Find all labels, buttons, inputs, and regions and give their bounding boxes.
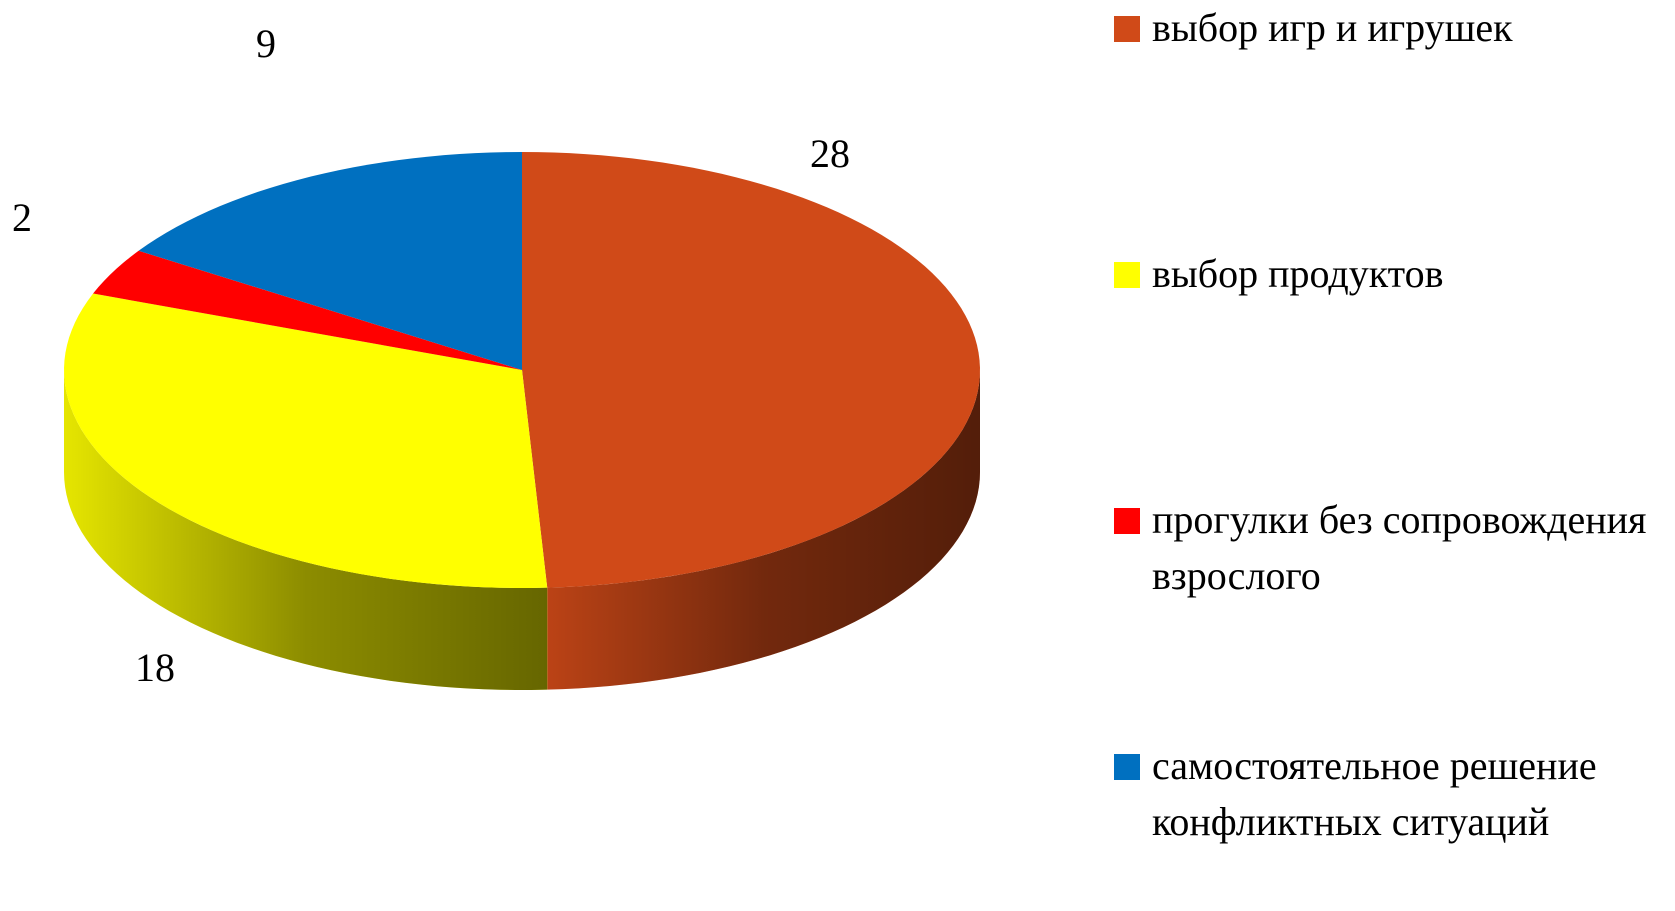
- legend-label: прогулки без сопровождения взрослого: [1152, 497, 1647, 598]
- slice: [64, 293, 548, 588]
- legend-label: выбор игр и игрушек: [1152, 5, 1513, 50]
- slice-side-shade: [547, 370, 980, 690]
- data-label: 9: [256, 21, 276, 66]
- slice: [522, 152, 980, 588]
- slice: [138, 152, 522, 370]
- data-label: 2: [12, 195, 32, 240]
- legend-swatch: [1114, 754, 1140, 780]
- slice-side-shade: [64, 370, 548, 690]
- legend-swatch: [1114, 508, 1140, 534]
- legend-swatch: [1114, 16, 1140, 42]
- legend-swatch: [1114, 262, 1140, 288]
- legend-label: выбор продуктов: [1152, 251, 1444, 296]
- slice: [93, 250, 522, 370]
- data-label: 28: [810, 131, 850, 176]
- data-label: 18: [135, 645, 175, 690]
- legend-label: самостоятельное решение конфликтных ситу…: [1152, 743, 1597, 844]
